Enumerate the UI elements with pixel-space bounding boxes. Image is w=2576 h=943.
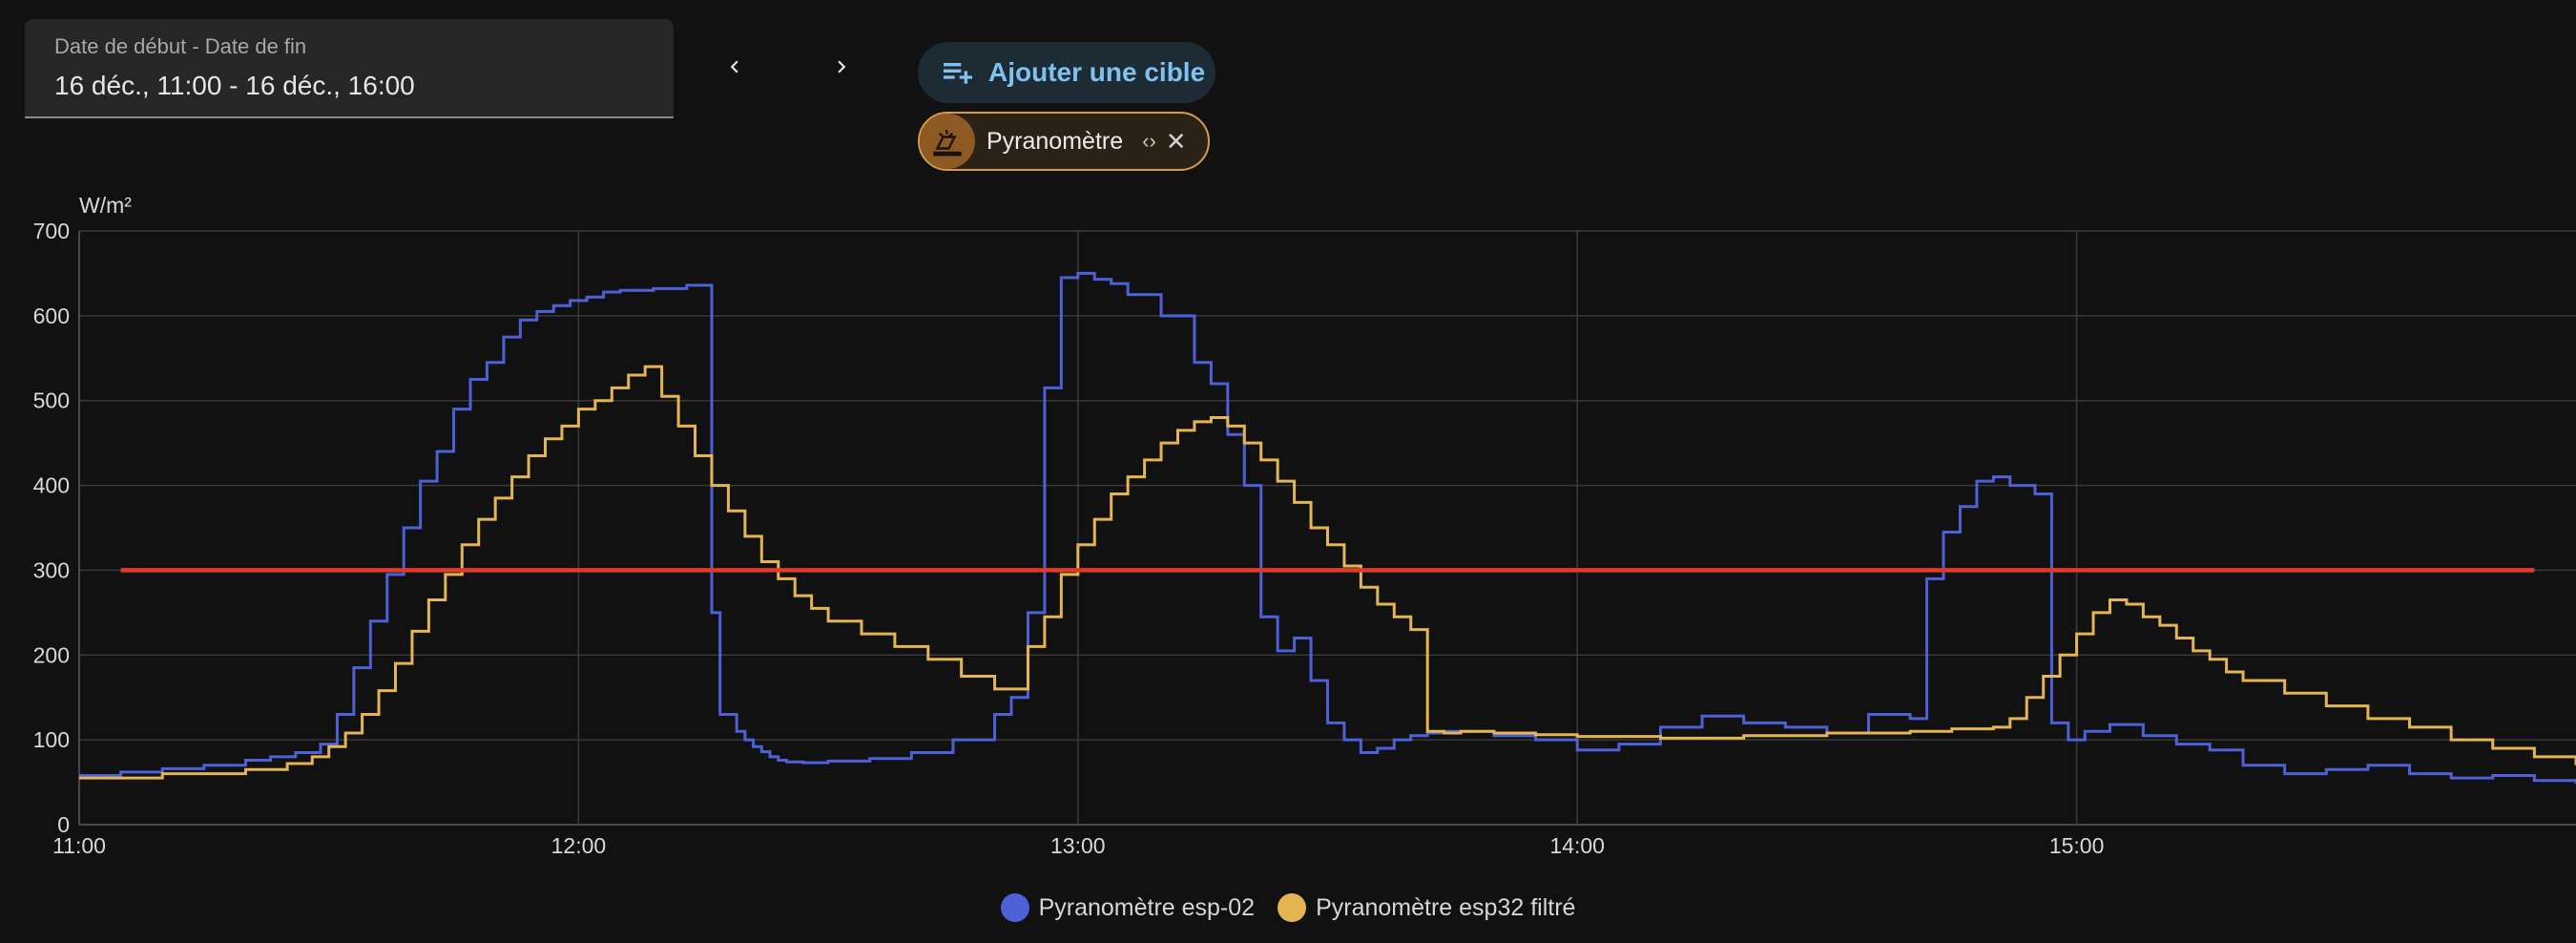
add-target-label: Ajouter une cible (988, 57, 1206, 87)
y-tick-label: 200 (33, 642, 70, 667)
chevron-right-icon (838, 60, 846, 73)
chart-legend: Pyranomètre esp-02 Pyranomètre esp32 fil… (0, 893, 2576, 922)
y-tick-label: 700 (33, 219, 70, 243)
y-tick-label: 400 (33, 473, 70, 498)
solar-panel-icon (920, 114, 975, 169)
target-chip[interactable]: Pyranomètre ‹› ✕ (918, 112, 1210, 171)
date-range-value: 16 déc., 11:00 - 16 déc., 16:00 (54, 71, 415, 100)
x-tick-label: 14:00 (1549, 833, 1605, 858)
date-range-picker[interactable]: Date de début - Date de fin 16 déc., 11:… (25, 19, 674, 118)
next-period-button[interactable] (817, 42, 866, 92)
previous-period-button[interactable] (710, 42, 759, 92)
legend-label: Pyranomètre esp32 filtré (1316, 893, 1576, 921)
x-tick-label: 12:00 (551, 833, 607, 858)
legend-item-esp32[interactable]: Pyranomètre esp32 filtré (1278, 893, 1575, 922)
add-target-button[interactable]: Ajouter une cible (918, 42, 1215, 103)
x-tick-label: 11:00 (52, 833, 106, 858)
close-icon[interactable]: ✕ (1165, 126, 1187, 156)
chevron-left-icon (730, 60, 738, 73)
legend-label: Pyranomètre esp-02 (1038, 893, 1256, 921)
y-axis-title: W/m² (79, 193, 132, 218)
target-chip-label: Pyranomètre (987, 127, 1124, 155)
x-tick-label: 15:00 (2049, 833, 2105, 858)
expand-icon[interactable]: ‹› (1142, 129, 1156, 153)
legend-swatch (1278, 893, 1307, 922)
y-tick-label: 500 (33, 388, 70, 413)
y-tick-label: 100 (33, 727, 70, 752)
y-tick-label: 300 (33, 557, 70, 582)
legend-swatch (1000, 893, 1029, 922)
legend-item-esp02[interactable]: Pyranomètre esp-02 (1000, 893, 1256, 922)
y-tick-label: 0 (57, 812, 70, 837)
series-esp02-line (79, 271, 2576, 785)
x-tick-label: 13:00 (1050, 833, 1106, 858)
y-tick-label: 600 (33, 304, 70, 328)
chart: 0 100 200 300 400 500 600 700 11:00 12:00 13:00 14:… (33, 193, 2576, 858)
series-esp32-filtre-line (79, 365, 2576, 780)
date-range-label: Date de début - Date de fin (54, 34, 307, 58)
playlist-plus-icon (939, 52, 979, 93)
